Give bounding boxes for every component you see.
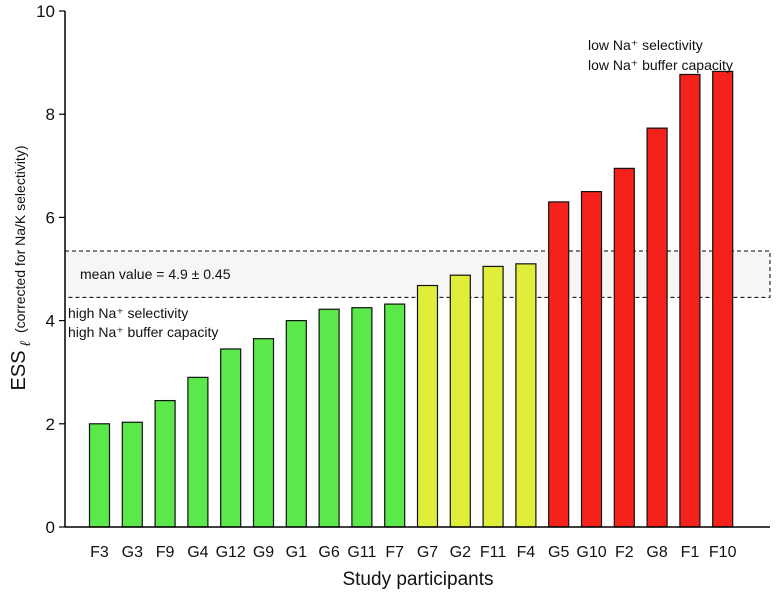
x-tick-label-G6: G6	[318, 544, 339, 561]
y-tick-label-0: 0	[46, 518, 55, 537]
bar-F4	[515, 263, 537, 528]
bar-G4	[187, 376, 209, 528]
x-tick-label-F3: F3	[90, 544, 109, 561]
high-annotation-line-2: high Na⁺ buffer capacity	[68, 324, 218, 340]
bars-layer	[88, 70, 734, 528]
x-tick-label-F7: F7	[385, 544, 404, 561]
bar-F11	[482, 265, 504, 528]
bar-G9	[252, 338, 275, 528]
x-tick-label-F4: F4	[517, 544, 536, 561]
y-tick-label-2: 2	[46, 415, 55, 434]
bar-G2	[449, 274, 471, 528]
x-tick-label-G8: G8	[646, 544, 667, 561]
mean-value-label: mean value = 4.9 ± 0.45	[80, 266, 231, 282]
y-axis-label-subscript: ℓ	[17, 341, 33, 347]
x-tick-label-G9: G9	[253, 544, 274, 561]
y-tick-label-10: 10	[36, 2, 55, 21]
x-categories-layer: F3 G3 F9 G4 G12 G9 G1 G6 G11 F7 G7 G2 F11 F4 G5 G10 F2 G8…	[90, 544, 736, 561]
bar-F2	[613, 167, 635, 528]
bar-G10	[580, 191, 603, 528]
bar-G11	[351, 307, 373, 528]
x-tick-label-G1: G1	[286, 544, 307, 561]
y-tick-label-8: 8	[46, 105, 55, 124]
x-tick-label-F9: F9	[156, 544, 175, 561]
bar-G1	[285, 320, 307, 528]
low-annotation-line-1: low Na⁺ selectivity	[588, 37, 703, 53]
x-tick-label-G3: G3	[122, 544, 143, 561]
low-annotation-line-2: low Na⁺ buffer capacity	[588, 57, 733, 73]
x-tick-label-F1: F1	[681, 544, 700, 561]
bar-F1	[679, 73, 701, 528]
x-tick-label-G12: G12	[216, 544, 246, 561]
high-annotation-line-1: high Na⁺ selectivity	[68, 305, 188, 321]
x-tick-label-G11: G11	[347, 544, 376, 561]
x-tick-label-G5: G5	[548, 544, 569, 561]
x-tick-label-G4: G4	[187, 544, 208, 561]
svg-text:ESS ℓ (corrected f: ESS ℓ (corrected for Na/K selectivity)	[8, 146, 34, 391]
y-tick-label-6: 6	[46, 208, 55, 227]
x-tick-label-G10: G10	[576, 544, 606, 561]
bar-G5	[548, 201, 570, 528]
y-tick-label-4: 4	[46, 312, 55, 331]
y-axis-label-note: (corrected for Na/K selectivity)	[12, 146, 28, 334]
bar-F7	[384, 303, 406, 528]
y-axis-label: ESS ℓ (corrected for Na/K selectivity)	[8, 146, 34, 391]
bar-G8	[646, 127, 668, 528]
bar-F3	[88, 423, 111, 528]
bar-G12	[220, 348, 242, 528]
bar-G7	[416, 284, 439, 528]
y-axis-label-main: ESS	[8, 350, 30, 390]
x-axis-label: Study participants	[342, 569, 493, 590]
bar-G6	[318, 308, 340, 528]
x-tick-label-F10: F10	[709, 544, 737, 561]
x-tick-label-F11: F11	[480, 544, 506, 561]
y-ticks-layer: 0 2 4 6 8 10	[36, 2, 65, 537]
bar-F10	[712, 70, 734, 528]
bar-G3	[121, 421, 143, 528]
axes-layer	[64, 11, 770, 528]
x-tick-label-F2: F2	[615, 544, 634, 561]
x-tick-label-G2: G2	[450, 544, 471, 561]
x-tick-label-G7: G7	[417, 544, 438, 561]
bar-F9	[154, 399, 176, 528]
